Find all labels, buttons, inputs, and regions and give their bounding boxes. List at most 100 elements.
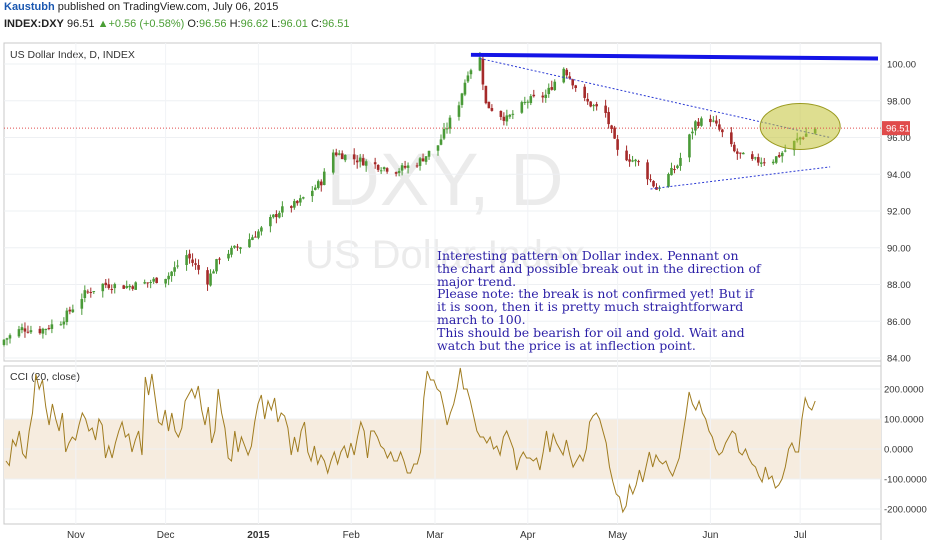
resistance-line[interactable] [470,52,879,61]
candle-body [565,69,569,76]
candle [442,122,446,141]
candle [481,53,485,91]
candle [340,150,344,160]
candle [260,225,263,236]
candle-body [319,181,323,186]
time-tick-label: Jul [794,530,807,541]
candle-body [679,157,682,166]
candle-body [218,258,221,260]
candle [125,280,129,289]
highlight-ellipse[interactable] [759,102,841,150]
candle-body [310,190,314,197]
candle [343,154,347,163]
candle [613,125,616,139]
candle-body [424,156,428,162]
price-tick-label: 88.00 [887,280,911,291]
candle-body [721,129,724,133]
candle-body [107,284,111,289]
candle-body [415,165,419,167]
candle [759,157,763,168]
candle [248,233,251,248]
time-tick-label: Feb [343,530,361,541]
candle [146,282,149,288]
candle-body [68,309,72,312]
candle [750,151,754,161]
candle [101,283,105,298]
candle-body [487,101,491,109]
candle [364,159,368,172]
note-line: march to 100. [437,311,526,327]
candle-body [248,239,251,248]
candle-body [176,265,179,267]
candle [8,333,12,344]
candle-body [469,70,473,75]
candle [164,278,167,288]
annotations[interactable] [470,52,879,190]
candle-body [293,201,296,208]
candle-body [302,197,305,199]
candle-body [771,161,775,164]
candle-body [62,321,66,325]
candle [667,172,670,188]
candle [762,157,766,166]
candle [361,154,365,166]
candle [83,285,87,303]
candle-body [574,85,577,88]
candle-body [631,160,634,162]
candle-body [44,329,48,331]
candle [272,214,275,219]
candle [26,325,30,334]
candle [406,162,410,174]
candle [257,229,260,240]
candle [218,257,221,265]
candle [269,214,272,233]
candle-body [134,282,137,290]
candle [92,290,96,295]
candle-body [667,173,670,187]
candle-body [236,246,239,248]
candle-body [610,125,613,129]
candle [436,145,440,156]
candle-body [128,285,132,288]
candle-body [526,101,530,103]
candle-body [212,271,215,274]
candle-body [568,76,572,79]
candle [670,162,673,176]
candle [293,198,296,210]
candle [29,325,33,335]
candle-body [65,310,69,323]
candle [774,156,778,165]
candle-body [541,95,545,98]
author-name[interactable]: Kaustubh [4,1,55,13]
candle-body [460,93,464,105]
candle-body [511,113,515,115]
note-line: major trend. [437,273,517,289]
candle-body [463,82,467,95]
candle [319,179,323,192]
candle-body [436,145,440,151]
symbol-name[interactable]: INDEX:DXY [4,18,64,30]
candle [2,338,6,347]
candle [415,162,419,168]
candle-body [83,290,87,299]
price-tick-label: 90.00 [887,243,911,254]
up-arrow-icon: ▲ [97,18,109,30]
candle [176,259,179,269]
candle-body [604,105,607,113]
high-label: H: [229,18,241,30]
candle [694,120,697,136]
candle [445,122,449,134]
candle [709,114,712,127]
candle [68,306,72,315]
candle [646,159,649,186]
annotation-note[interactable]: Interesting pattern on Dollar index. Pen… [437,249,767,352]
candle [65,307,69,326]
close-value: 96.51 [321,18,350,30]
candle-body [759,162,763,164]
candle [334,148,338,157]
candle-body [86,291,90,293]
lower-trendline[interactable] [650,166,831,190]
candle [143,279,146,285]
candle [652,180,655,188]
